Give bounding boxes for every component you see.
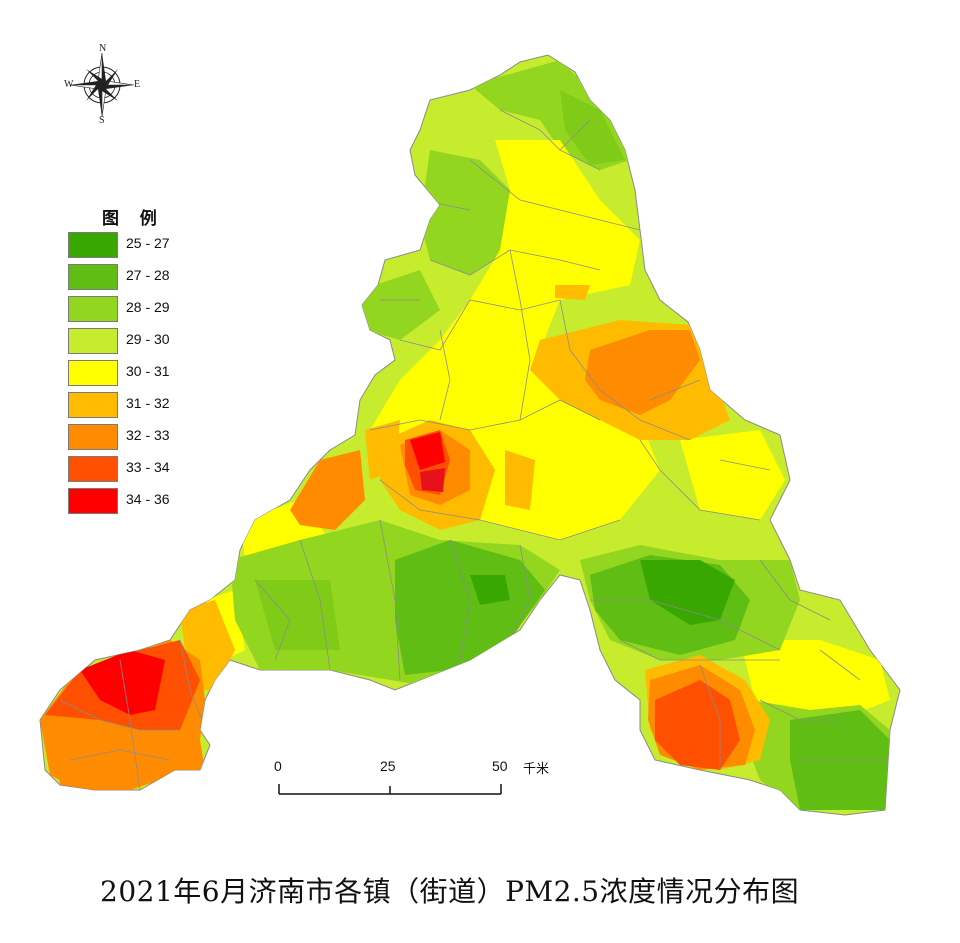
- legend-item: 29 - 30: [68, 328, 218, 354]
- compass-east-label: E: [134, 79, 141, 90]
- scale-tick-label: 0: [274, 758, 282, 774]
- legend-item: 31 - 32: [68, 392, 218, 418]
- scale-tick-label: 50: [492, 758, 508, 774]
- legend-item: 27 - 28: [68, 264, 218, 290]
- legend-swatch: [68, 424, 118, 450]
- zone-south-25-27: [470, 575, 510, 605]
- zone-east-30-31: [680, 430, 785, 520]
- zone-urban-small-orange: [505, 450, 535, 510]
- legend-item: 30 - 31: [68, 360, 218, 386]
- zone-west-arm-28-29: [360, 270, 440, 340]
- north-arrow-icon: [69, 52, 135, 118]
- legend-swatch: [68, 488, 118, 514]
- zone-urban-34-36: [410, 432, 445, 470]
- compass-rose: N S E W: [62, 43, 142, 126]
- scale-tick-label: 25: [380, 758, 396, 774]
- zone-northwest-28-29: [420, 150, 520, 275]
- zone-sw-34-36: [80, 650, 165, 715]
- legend-swatch: [68, 360, 118, 386]
- legend-title: 图 例: [102, 209, 165, 228]
- legend-swatch: [68, 392, 118, 418]
- scale-bar: 0 25 50 千米: [270, 758, 590, 803]
- boundary-lines: [59, 109, 890, 791]
- legend-swatch: [68, 456, 118, 482]
- zone-east-32-33: [585, 330, 700, 415]
- legend-item: 25 - 27: [68, 232, 218, 258]
- legend-label: 25 - 27: [126, 235, 170, 251]
- legend-label: 29 - 30: [126, 331, 170, 347]
- choropleth-map: [39, 54, 901, 816]
- legend-label: 32 - 33: [126, 427, 170, 443]
- zone-sw-orange-low: [55, 735, 140, 790]
- scale-bar-line: [278, 784, 502, 795]
- legend-label: 31 - 32: [126, 395, 170, 411]
- legend-item: 28 - 29: [68, 296, 218, 322]
- legend-label: 28 - 29: [126, 299, 170, 315]
- zone-upper-orange: [555, 285, 590, 300]
- scale-unit: 千米: [523, 761, 550, 776]
- legend-label: 27 - 28: [126, 267, 170, 283]
- compass-north-label: N: [99, 43, 107, 54]
- legend-swatch: [68, 232, 118, 258]
- zone-north-27-28: [560, 90, 625, 165]
- legend-item: 32 - 33: [68, 424, 218, 450]
- map-title: 2021年6月济南市各镇（街道）PM2.5浓度情况分布图: [100, 875, 800, 908]
- zone-urban-34-36-b: [420, 468, 445, 492]
- zone-se-25-27: [640, 560, 735, 625]
- zone-se-33-34: [655, 680, 740, 770]
- legend-swatch: [68, 328, 118, 354]
- legend-swatch: [68, 296, 118, 322]
- compass-south-label: S: [99, 115, 105, 126]
- zone-west-32-33: [290, 450, 365, 530]
- legend-label: 30 - 31: [126, 363, 170, 379]
- legend-swatch: [68, 264, 118, 290]
- legend-label: 34 - 36: [126, 491, 170, 507]
- legend-item: 34 - 36: [68, 488, 218, 514]
- legend-label: 33 - 34: [126, 459, 170, 475]
- compass-west-label: W: [64, 79, 74, 90]
- map-area: [39, 54, 901, 816]
- legend-item: 33 - 34: [68, 456, 218, 482]
